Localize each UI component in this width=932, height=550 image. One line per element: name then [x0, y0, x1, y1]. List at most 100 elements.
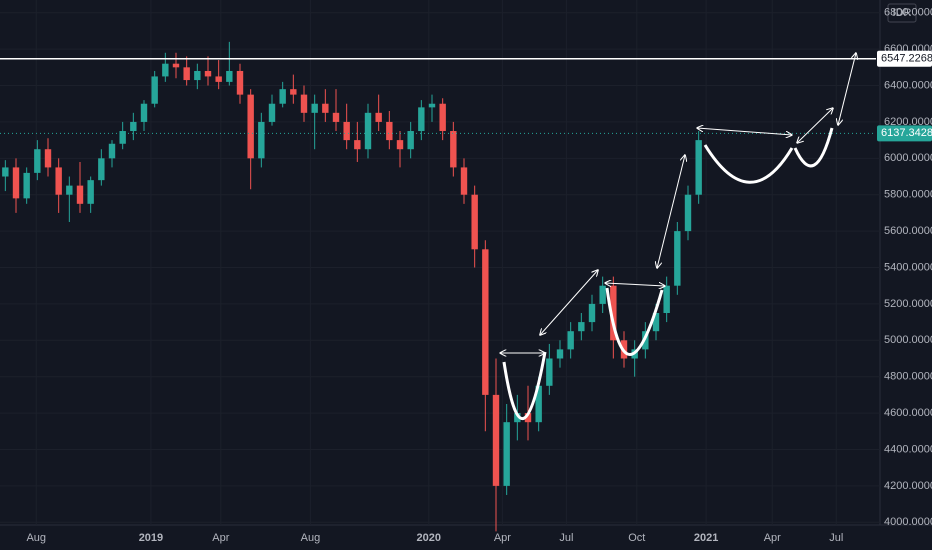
candle-body: [450, 131, 457, 168]
currency: IDR: [893, 7, 912, 19]
candle-body: [300, 94, 308, 113]
y-tick-label: 4600.0000: [884, 407, 932, 419]
candle-body: [140, 103, 148, 122]
candle-body: [386, 121, 393, 141]
candle-body: [439, 103, 446, 132]
arrow: [657, 155, 685, 268]
price-label: 6137.3428: [881, 127, 932, 139]
candle-body: [695, 140, 702, 195]
candle-body: [354, 140, 361, 150]
price-label-box: [877, 50, 932, 67]
y-tick-label: 5600.0000: [884, 225, 932, 237]
candle-body: [98, 158, 105, 181]
candle-body: [567, 331, 574, 350]
x-tick-label: Jul: [829, 532, 843, 544]
candle-body: [44, 149, 52, 168]
candle-body: [652, 312, 660, 332]
y-tick-label: 4200.0000: [884, 480, 932, 492]
y-tick-label: 4400.0000: [884, 443, 932, 455]
candle-body: [108, 143, 116, 159]
x-tick-label: Apr: [764, 532, 781, 544]
candle-body: [556, 349, 564, 359]
candle-body: [172, 63, 180, 68]
candle-body: [610, 285, 617, 341]
candle-body: [492, 394, 500, 486]
candle-body: [194, 70, 201, 81]
candle-body: [482, 249, 489, 395]
candle-body: [524, 413, 532, 423]
price-label-box: [877, 125, 932, 142]
candle-body: [503, 422, 510, 486]
candle-body: [364, 112, 372, 150]
candle-body: [428, 103, 436, 108]
y-tick-label: 6400.0000: [884, 79, 932, 91]
price-label: 6547.2268: [881, 53, 932, 65]
candle-body: [23, 172, 30, 199]
candle-body: [332, 112, 340, 122]
candle-body: [34, 149, 41, 173]
y-tick-label: 5200.0000: [884, 298, 932, 310]
candle-body: [268, 103, 276, 122]
candle-body: [418, 107, 425, 132]
cup-curve: [793, 127, 834, 168]
candle-body: [322, 103, 329, 113]
y-tick-label: 5800.0000: [884, 189, 932, 201]
arrow: [540, 270, 598, 335]
arrow: [697, 128, 792, 135]
candle-body: [247, 94, 254, 159]
cup-curve: [502, 351, 547, 420]
candle-body: [546, 358, 553, 386]
x-tick-label: 2021: [694, 532, 718, 544]
candle-body: [236, 70, 244, 95]
candle-body: [204, 70, 212, 77]
drawings: [500, 53, 856, 420]
x-tick-label: Jul: [559, 532, 573, 544]
candle-body: [407, 131, 414, 150]
y-tick-label: 6000.0000: [884, 152, 932, 164]
candle-body: [460, 167, 468, 195]
x-tick-label: Apr: [494, 532, 511, 544]
candle-body: [514, 413, 521, 423]
arrow: [797, 108, 833, 143]
candle-body: [588, 303, 596, 323]
y-tick-label: 5000.0000: [884, 334, 932, 346]
candle-body: [215, 76, 222, 82]
y-tick-label: 6800.0000: [884, 7, 932, 19]
candle-body: [119, 131, 126, 144]
candle-body: [663, 285, 670, 313]
candle-body: [396, 140, 404, 150]
candle-body: [578, 322, 585, 332]
candle-body: [226, 70, 233, 82]
arrow: [605, 283, 665, 286]
candle-body: [66, 185, 73, 195]
candle-body: [12, 167, 20, 199]
candle-body: [535, 385, 542, 423]
cup-curve: [703, 144, 794, 184]
candle-body: [87, 180, 94, 204]
x-tick-label: Aug: [26, 532, 46, 544]
candle-body: [311, 103, 318, 113]
candle-body: [183, 67, 190, 81]
x-tick-label: Apr: [212, 532, 229, 544]
candle-body: [162, 63, 169, 77]
x-tick-label: Oct: [628, 532, 645, 544]
plot: [0, 41, 876, 532]
y-tick-label: 5400.0000: [884, 261, 932, 273]
candle-body: [375, 112, 382, 122]
candle-body: [674, 231, 681, 286]
candle-body: [130, 121, 137, 132]
candle-body: [599, 285, 606, 304]
x-tick-label: 2020: [417, 532, 441, 544]
x-tick-label: 2019: [139, 532, 163, 544]
axis-labels: 4000.0000 4200.0000 4400.0000 4600.0000 4800…: [26, 7, 932, 544]
candle-body: [290, 89, 297, 95]
candle-body: [471, 194, 478, 250]
currency-badge[interactable]: [887, 3, 917, 23]
candle-body: [151, 76, 158, 104]
candle-body: [2, 167, 9, 177]
candle-body: [343, 121, 350, 141]
candle-body: [76, 185, 84, 204]
candle-body: [279, 89, 286, 104]
